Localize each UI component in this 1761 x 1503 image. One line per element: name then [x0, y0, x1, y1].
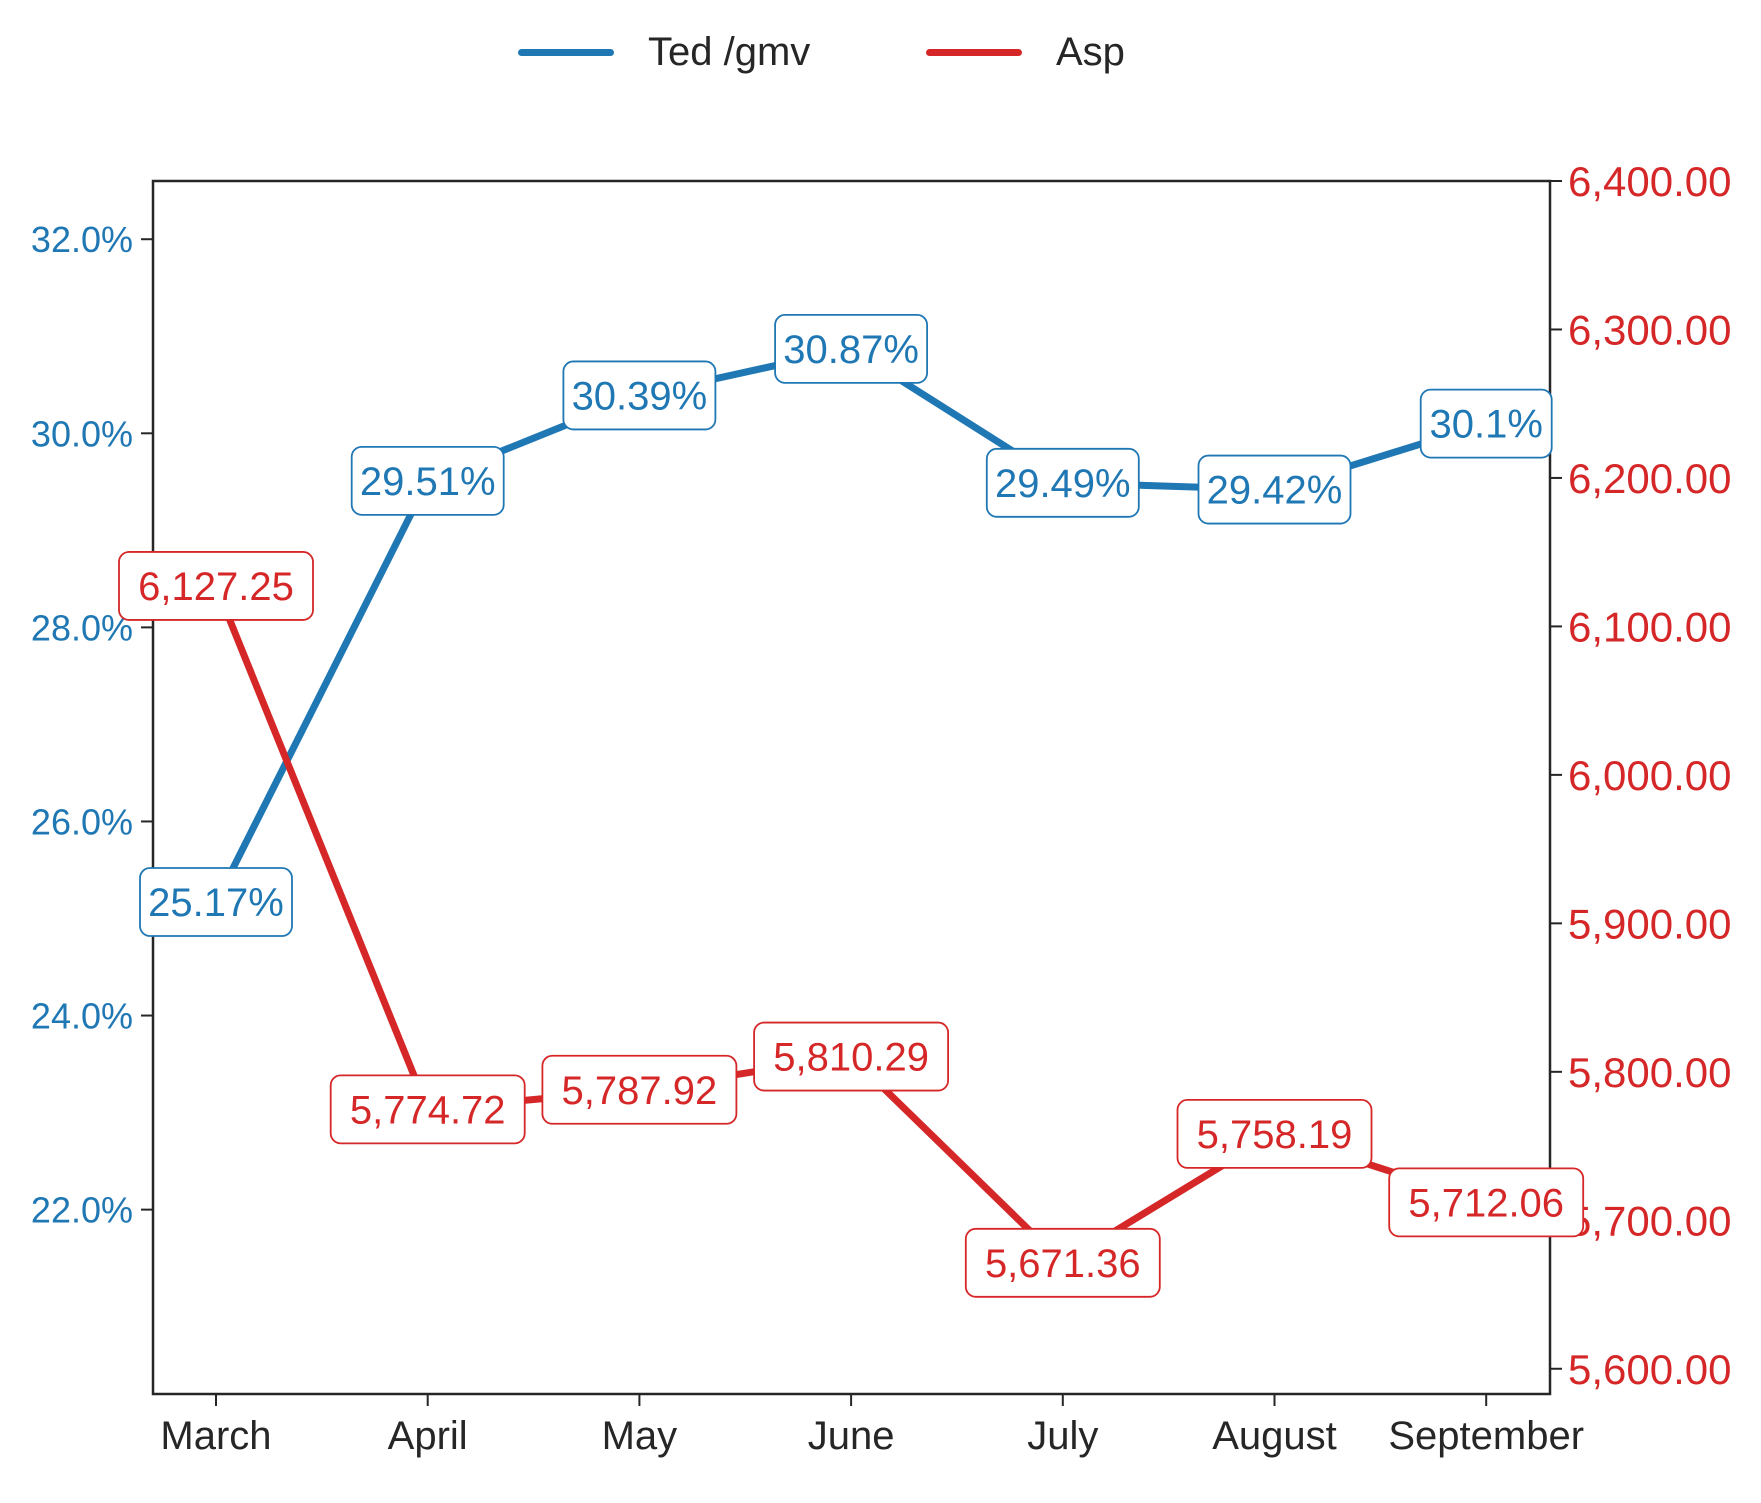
data-label-asp: 5,774.72	[329, 1074, 526, 1145]
legend-swatch-blue	[518, 48, 614, 56]
data-label-ted-gmv: 30.1%	[1419, 388, 1553, 459]
data-label-text: 30.1%	[1429, 403, 1542, 447]
data-label-box	[118, 551, 314, 621]
data-label-box	[985, 447, 1140, 518]
data-label-box	[1176, 1098, 1373, 1169]
legend-item-ted-gmv: Ted /gmv	[518, 24, 810, 80]
data-label-ted-gmv: 25.17%	[139, 867, 293, 937]
data-label-box	[139, 867, 293, 937]
right-axis-tick-label: 6,100.00	[1568, 603, 1732, 650]
data-label-box	[1419, 388, 1553, 459]
data-label-text: 5,810.29	[773, 1036, 929, 1080]
x-axis-tick-label: July	[1027, 1414, 1098, 1458]
data-label-ted-gmv: 29.49%	[985, 447, 1140, 518]
legend-item-asp: Asp	[926, 24, 1125, 80]
right-axis-tick-label: 6,200.00	[1568, 455, 1732, 502]
data-label-text: 5,774.72	[350, 1088, 506, 1132]
left-axis-tick-label: 30.0%	[31, 413, 133, 454]
data-label-asp: 5,810.29	[753, 1021, 949, 1092]
x-axis-tick-label: September	[1388, 1414, 1584, 1458]
data-label-text: 6,127.25	[138, 565, 294, 609]
data-label-text: 29.42%	[1207, 469, 1343, 513]
data-label-ted-gmv: 30.39%	[562, 360, 717, 431]
data-label-box	[964, 1227, 1161, 1298]
legend-label: Asp	[1056, 29, 1125, 74]
data-label-box	[541, 1054, 738, 1125]
data-label-box	[1197, 454, 1352, 525]
left-axis-tick-label: 28.0%	[31, 607, 133, 648]
legend-label: Ted /gmv	[648, 29, 811, 74]
data-label-ted-gmv: 29.51%	[350, 445, 505, 516]
data-label-text: 25.17%	[148, 881, 284, 925]
data-label-text: 29.49%	[995, 462, 1131, 506]
right-axis-tick-label: 5,900.00	[1568, 900, 1732, 947]
right-axis-tick-label: 5,700.00	[1568, 1197, 1732, 1244]
data-label-asp: 5,787.92	[541, 1054, 738, 1125]
data-label-ted-gmv: 30.87%	[774, 313, 928, 384]
legend-swatch-red	[926, 48, 1022, 56]
data-label-text: 30.39%	[572, 374, 708, 418]
data-label-text: 5,758.19	[1197, 1113, 1353, 1157]
data-label-box	[562, 360, 717, 431]
data-label-box	[1388, 1167, 1585, 1238]
data-label-text: 30.87%	[783, 328, 919, 372]
series-line-ted-gmv	[212, 345, 1490, 906]
right-axis-tick-label: 6,400.00	[1568, 158, 1732, 205]
data-label-text: 5,787.92	[562, 1069, 718, 1113]
x-axis-tick-label: April	[388, 1414, 468, 1458]
left-axis-tick-label: 26.0%	[31, 801, 133, 842]
data-label-box	[350, 445, 505, 516]
data-label-asp: 6,127.25	[118, 551, 314, 621]
x-axis-tick-label: May	[602, 1414, 678, 1458]
data-label-box	[774, 313, 928, 384]
x-axis-tick-label: August	[1212, 1414, 1337, 1458]
data-label-text: 5,671.36	[985, 1242, 1141, 1286]
x-axis-tick-label: March	[160, 1414, 271, 1458]
right-axis-tick-label: 6,300.00	[1568, 306, 1732, 353]
data-label-text: 5,712.06	[1408, 1181, 1564, 1225]
data-label-box	[753, 1021, 949, 1092]
left-axis-tick-label: 22.0%	[31, 1190, 133, 1231]
data-label-asp: 5,671.36	[964, 1227, 1161, 1298]
data-label-box	[329, 1074, 526, 1145]
right-axis-tick-label: 5,600.00	[1568, 1346, 1732, 1393]
left-axis-tick-label: 24.0%	[31, 996, 133, 1037]
x-axis-tick-label: June	[808, 1414, 895, 1458]
data-label-text: 29.51%	[360, 460, 496, 504]
data-label-asp: 5,758.19	[1176, 1098, 1373, 1169]
data-label-ted-gmv: 29.42%	[1197, 454, 1352, 525]
legend: Ted /gmv Asp	[0, 24, 1761, 80]
data-label-asp: 5,712.06	[1388, 1167, 1585, 1238]
left-axis-tick-label: 32.0%	[31, 219, 133, 260]
right-axis-tick-label: 6,000.00	[1568, 752, 1732, 799]
right-axis-tick-label: 5,800.00	[1568, 1049, 1732, 1096]
